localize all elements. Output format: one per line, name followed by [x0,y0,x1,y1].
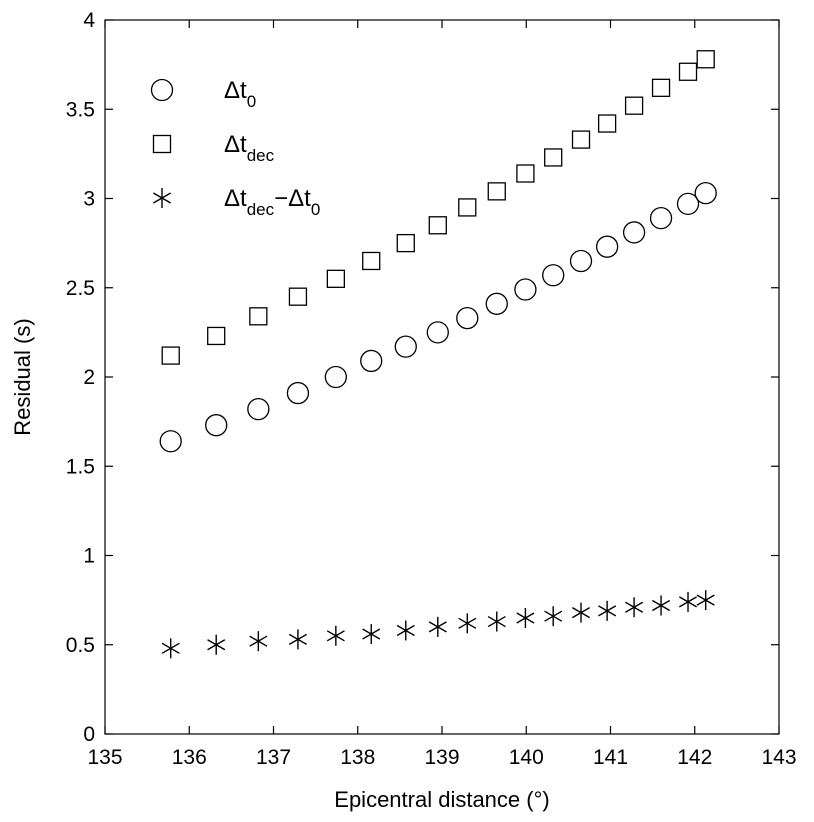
data-point-circle [694,181,717,205]
data-point-circle [622,221,646,244]
legend-marker-star [152,188,172,208]
data-point-circle [485,292,508,315]
legend-entry-square: Δtdec [152,131,275,165]
data-point-square [326,269,345,288]
data-point-circle [514,278,537,301]
data-point-square [544,148,563,167]
x-tick-label: 140 [509,746,544,769]
data-point-square [696,50,715,69]
data-point-star [696,590,715,611]
data-markers [159,50,717,659]
y-tick-label: 4 [83,9,95,32]
legend-marker-circle [150,78,174,102]
data-point-star [288,629,307,650]
data-point-star [487,611,506,632]
x-tick-label: 142 [677,746,712,769]
data-point-star [396,620,415,641]
series-circle [159,181,717,453]
data-point-circle [247,397,270,421]
data-point-circle [426,321,449,344]
y-tick-label: 2.5 [66,277,95,300]
legend-label: Δt0 [224,77,256,111]
data-point-star [598,600,617,621]
x-tick-label: 135 [87,746,122,769]
data-point-square [458,198,477,217]
data-point-circle [649,206,673,230]
x-tick-label: 137 [256,746,291,769]
x-axis-title: Epicentral distance (°) [334,787,549,812]
data-point-circle [205,414,228,437]
data-point-square [571,130,591,149]
legend-entry-star: Δtdec−Δt0 [152,185,320,219]
data-point-star [516,607,535,628]
data-point-star [249,631,268,652]
x-tick-label: 139 [424,746,459,769]
data-point-square [161,346,180,365]
data-point-circle [394,335,417,358]
data-point-star [326,625,345,646]
y-tick-label: 3 [83,188,95,211]
data-point-circle [456,306,479,330]
x-tick-label: 136 [172,746,207,769]
data-point-square [428,216,447,235]
x-tick-label: 141 [593,746,628,769]
x-tick-label: 143 [761,746,796,769]
y-tick-label: 1 [83,545,95,568]
data-point-star [678,591,698,612]
legend-label: Δtdec−Δt0 [224,185,320,219]
legend: Δt0 Δtdec Δtdec−Δt0 [150,77,320,219]
axis-tick-labels: 135 136 137 138 139 140 141 142 143 0 0.5 1 1.5 2 2.5 3… [66,9,797,769]
y-tick-label: 0.5 [66,634,95,657]
data-point-square [249,307,268,326]
y-tick-label: 0 [83,723,95,746]
data-point-star [652,595,671,616]
data-point-circle [542,264,565,287]
data-point-star [458,613,477,634]
data-point-star [625,597,644,618]
legend-marker-square [152,134,172,154]
data-point-circle [360,349,383,373]
data-point-square [396,233,415,253]
data-point-circle [324,365,347,389]
data-point-square [678,62,698,81]
legend-entry-circle: Δt0 [150,77,256,111]
data-point-square [207,326,226,346]
data-point-circle [286,381,310,405]
data-point-square [516,164,535,183]
data-point-star [572,602,591,623]
data-point-circle [569,249,593,273]
data-point-square [597,114,617,133]
axis-ticks [104,19,780,735]
data-point-star [428,616,447,637]
y-axis-title: Residual (s) [10,318,35,435]
y-tick-label: 2 [83,366,95,389]
data-point-square [624,96,644,115]
data-point-star [161,638,180,659]
data-point-square [362,251,381,271]
data-point-star [544,606,563,627]
data-point-circle [676,192,700,216]
data-point-square [288,287,308,306]
y-tick-label: 3.5 [66,98,95,121]
series-square [161,50,715,365]
data-point-circle [595,235,619,258]
series-star [161,590,715,659]
y-tick-label: 1.5 [66,455,95,478]
x-tick-label: 138 [340,746,375,769]
data-point-circle [159,430,182,453]
data-point-square [651,78,671,97]
legend-label: Δtdec [224,131,275,165]
plot-area-frame [104,19,780,735]
data-point-square [487,182,506,201]
data-point-star [362,624,381,645]
data-point-star [207,634,226,655]
